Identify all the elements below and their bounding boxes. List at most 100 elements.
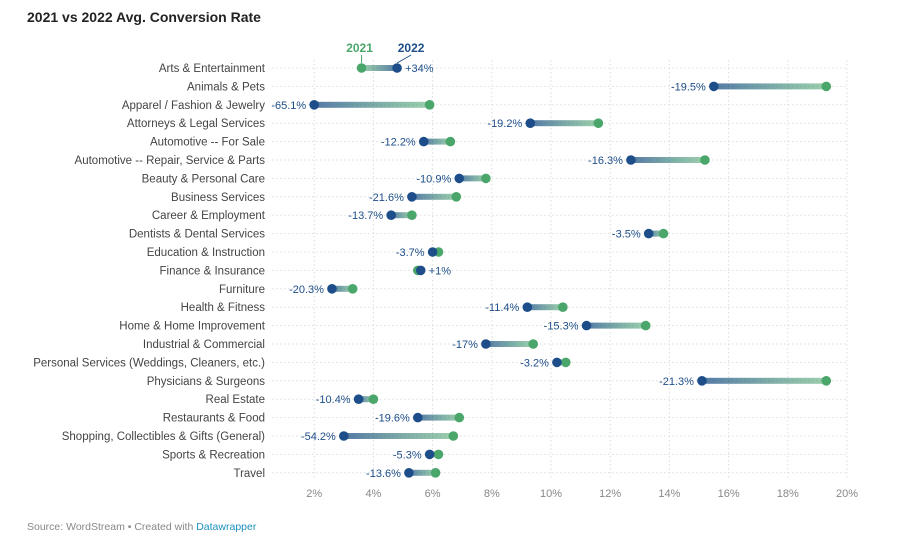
range-bar (485, 341, 534, 347)
change-label: -13.6% (366, 468, 401, 480)
dot-2021 (445, 136, 456, 147)
range-bar (530, 120, 599, 127)
change-label: -54.2% (301, 431, 336, 443)
change-label: -15.3% (544, 321, 579, 333)
category-label: Restaurants & Food (163, 413, 265, 425)
change-label: -5.3% (393, 449, 422, 461)
dot-2022 (339, 431, 349, 441)
category-label: Arts & Entertainment (159, 63, 266, 75)
range-bar (459, 175, 486, 182)
category-label: Home & Home Improvement (119, 321, 266, 333)
x-tick-label: 18% (777, 488, 799, 500)
change-label: +1% (429, 265, 452, 277)
dot-2021 (481, 173, 491, 184)
change-label: -12.2% (381, 137, 416, 149)
dot-2021 (558, 302, 568, 313)
x-tick-label: 16% (718, 488, 740, 500)
x-tick-label: 12% (599, 488, 621, 500)
change-label: -19.2% (487, 118, 522, 130)
dot-2022 (309, 100, 320, 110)
dot-2021 (451, 192, 462, 202)
x-tick-label: 8% (484, 488, 500, 500)
source-footer: Source: WordStream • Created with Datawr… (27, 521, 256, 533)
category-label: Dentists & Dental Services (129, 229, 265, 241)
dot-2021 (448, 431, 459, 441)
category-label: Attorneys & Legal Services (127, 118, 265, 130)
dot-2022 (552, 357, 562, 368)
dot-2022 (427, 247, 438, 257)
change-label: -19.5% (671, 81, 706, 93)
legend-2022: 2022 (398, 41, 425, 55)
change-label: -21.3% (659, 376, 694, 388)
dot-2022 (415, 265, 426, 276)
dot-2021 (368, 394, 379, 405)
range-bar (361, 65, 398, 71)
change-label: -65.1% (271, 100, 306, 112)
dot-2022 (522, 302, 533, 313)
range-bar (630, 157, 705, 163)
change-label: -10.4% (316, 394, 351, 406)
x-tick-label: 10% (540, 488, 562, 500)
dot-2021 (433, 449, 444, 460)
category-label: Physicians & Surgeons (147, 376, 266, 388)
category-label: Animals & Pets (187, 81, 265, 93)
category-label: Health & Fitness (181, 302, 266, 314)
dot-2022 (643, 228, 654, 239)
range-bar (408, 469, 436, 476)
category-label: Personal Services (Weddings, Cleaners, e… (33, 357, 265, 369)
category-label: Career & Employment (152, 210, 266, 222)
dot-2022 (581, 320, 592, 331)
category-label: Real Estate (206, 394, 265, 406)
dot-2021 (430, 468, 441, 478)
category-label: Travel (233, 468, 265, 480)
dot-2022 (525, 118, 536, 128)
change-label: -16.3% (588, 155, 623, 167)
dot-2022 (392, 63, 402, 73)
dot-2022 (413, 412, 423, 423)
dot-2022 (697, 376, 707, 386)
category-label: Industrial & Commercial (143, 339, 265, 351)
category-label: Furniture (219, 284, 265, 296)
range-bar (391, 212, 412, 219)
legend-2021: 2021 (346, 41, 373, 55)
dot-2021 (640, 320, 651, 331)
dot-2022 (418, 136, 429, 147)
datawrapper-link[interactable]: Datawrapper (196, 521, 257, 533)
category-label: Apparel / Fashion & Jewelry (122, 100, 265, 112)
dot-2022 (407, 192, 417, 202)
change-label: -3.5% (612, 229, 641, 241)
change-label: -19.6% (375, 413, 410, 425)
dot-2021 (454, 412, 465, 423)
dot-2021 (593, 118, 604, 128)
range-bar (648, 230, 664, 237)
range-bar (701, 377, 827, 384)
dot-2022 (404, 468, 414, 478)
dot-2022 (454, 173, 465, 184)
dot-2021 (700, 155, 710, 165)
dot-2022 (709, 81, 719, 92)
change-label: -21.6% (369, 192, 404, 204)
dot-2022 (386, 210, 396, 220)
category-label: Beauty & Personal Care (142, 173, 265, 185)
category-label: Shopping, Collectibles & Gifts (General) (62, 431, 265, 443)
dot-2021 (821, 81, 832, 92)
dot-2021 (561, 357, 571, 368)
range-bar (314, 101, 430, 108)
range-bar (358, 396, 374, 403)
range-bar (713, 83, 827, 90)
category-label: Finance & Insurance (160, 265, 265, 277)
range-bar (417, 414, 460, 421)
range-bar (331, 285, 353, 292)
category-label: Automotive -- Repair, Service & Parts (75, 155, 266, 167)
dot-2021 (347, 284, 358, 294)
x-tick-label: 2% (306, 488, 322, 500)
x-tick-label: 4% (365, 488, 381, 500)
dot-2022 (327, 284, 337, 294)
dot-2021 (658, 228, 669, 239)
change-label: -10.9% (416, 173, 451, 185)
change-label: -17% (452, 339, 478, 351)
x-tick-label: 14% (658, 488, 680, 500)
change-label: -11.4% (485, 302, 519, 314)
chart-title: 2021 vs 2022 Avg. Conversion Rate (27, 9, 261, 25)
